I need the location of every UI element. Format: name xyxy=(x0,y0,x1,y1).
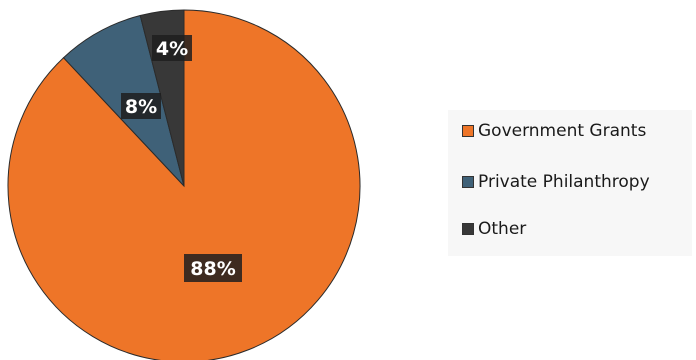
chart-legend: Government Grants Private Philanthropy O… xyxy=(448,110,692,256)
data-label-text-other: 4% xyxy=(156,38,188,60)
data-label-text-private-philanthropy: 8% xyxy=(125,96,157,118)
legend-label-private-philanthropy: Private Philanthropy xyxy=(478,172,650,192)
data-label-government-grants: 88% xyxy=(184,254,242,282)
legend-label-government-grants: Government Grants xyxy=(478,121,647,141)
legend-item-other: Other xyxy=(462,217,526,241)
data-label-box-private-philanthropy xyxy=(121,93,161,119)
data-label-text-government-grants: 88% xyxy=(190,258,235,280)
pie-slice-government-grants xyxy=(7,9,361,360)
legend-item-private-philanthropy: Private Philanthropy xyxy=(462,170,650,194)
legend-swatch-government-grants xyxy=(462,125,474,137)
data-label-box-other xyxy=(152,35,192,61)
data-label-other: 4% xyxy=(152,35,192,61)
legend-swatch-other xyxy=(462,223,474,235)
data-label-box-government-grants xyxy=(184,254,242,282)
legend-label-other: Other xyxy=(478,219,527,239)
data-label-private-philanthropy: 8% xyxy=(121,93,161,119)
legend-item-government-grants: Government Grants xyxy=(462,119,646,143)
legend-swatch-private-philanthropy xyxy=(462,176,474,188)
